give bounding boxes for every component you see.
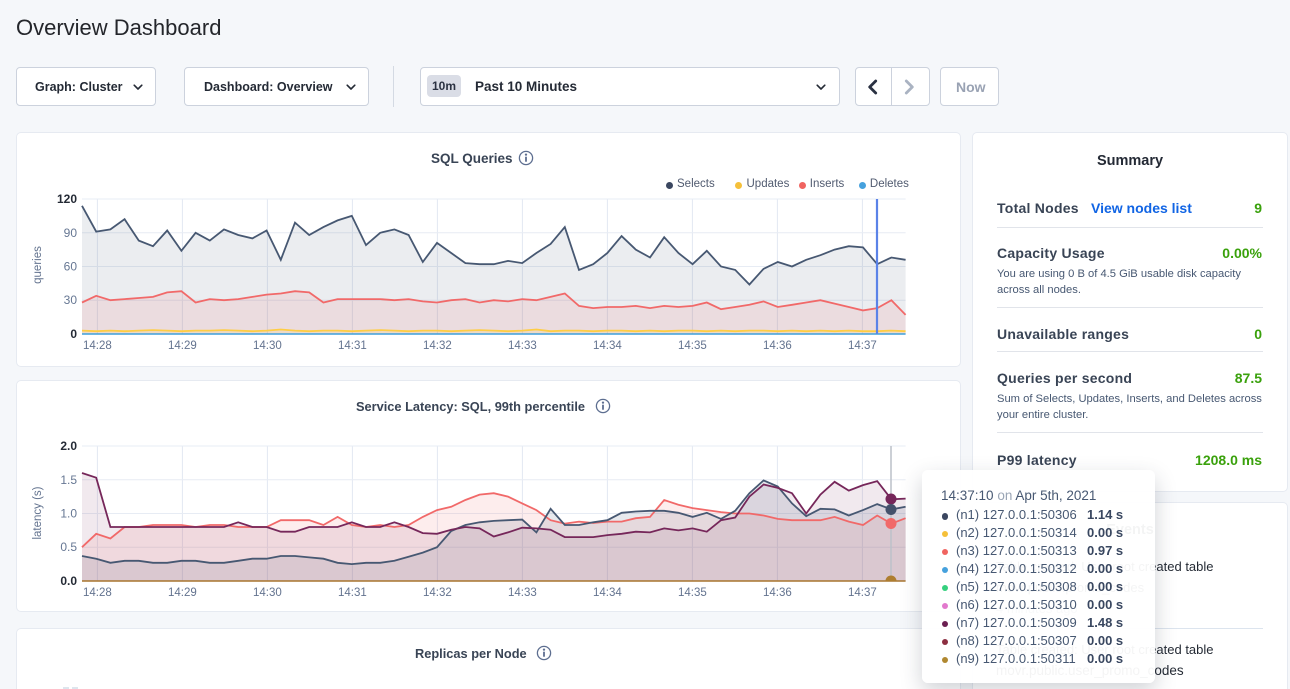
svg-text:14:36: 14:36 [763,340,792,352]
svg-text:60: 60 [64,260,78,274]
svg-text:14:30: 14:30 [253,340,282,352]
svg-text:1.0: 1.0 [60,507,77,521]
svg-text:14:37: 14:37 [848,587,877,599]
svg-text:14:31: 14:31 [338,587,367,599]
svg-text:14:33: 14:33 [508,340,537,352]
svg-text:2.0: 2.0 [60,439,77,453]
svg-text:latency (s): latency (s) [32,486,44,539]
svg-text:14:31: 14:31 [338,340,367,352]
svg-text:14:36: 14:36 [763,587,792,599]
svg-text:14:35: 14:35 [678,340,707,352]
svg-text:14:29: 14:29 [168,587,197,599]
svg-text:14:30: 14:30 [253,587,282,599]
svg-text:14:37: 14:37 [848,340,877,352]
svg-text:1.5: 1.5 [60,473,77,487]
svg-text:14:35: 14:35 [678,587,707,599]
svg-text:0: 0 [70,327,77,341]
svg-text:14:32: 14:32 [423,587,452,599]
svg-text:14:34: 14:34 [593,340,622,352]
svg-text:14:33: 14:33 [508,587,537,599]
svg-text:120: 120 [57,192,77,206]
svg-text:14:32: 14:32 [423,340,452,352]
svg-text:14:28: 14:28 [83,587,112,599]
svg-text:14:28: 14:28 [83,340,112,352]
svg-text:0.0: 0.0 [60,574,77,588]
svg-text:0.5: 0.5 [60,540,77,554]
svg-text:14:34: 14:34 [593,587,622,599]
svg-text:90: 90 [64,226,78,240]
svg-text:queries: queries [32,246,44,284]
svg-text:30: 30 [64,293,78,307]
svg-text:14:29: 14:29 [168,340,197,352]
